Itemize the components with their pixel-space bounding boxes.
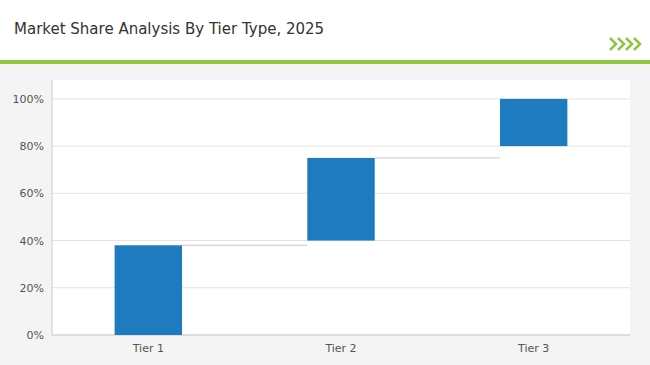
y-tick-label: 20%	[20, 282, 44, 295]
header-background	[0, 0, 650, 60]
x-tick-label: Tier 3	[517, 342, 549, 355]
connector	[375, 157, 500, 158]
chart-svg: Market Share Analysis By Tier Type, 2025…	[0, 0, 650, 365]
y-tick-label: 40%	[20, 235, 44, 248]
y-axis-line	[52, 80, 53, 335]
chevron	[610, 38, 616, 50]
grid	[52, 99, 630, 335]
chevron	[618, 38, 624, 50]
y-tick-label: 100%	[13, 93, 44, 106]
bar	[307, 158, 374, 241]
title: Market Share Analysis By Tier Type, 2025	[14, 20, 324, 38]
y-axis: 0% 20% 40% 60% 80% 100%	[13, 93, 44, 342]
x-axis: Tier 1 Tier 2 Tier 3	[132, 342, 550, 355]
header-chevrons	[610, 38, 640, 50]
chart-container: Market Share Analysis By Tier Type, 2025…	[0, 0, 650, 365]
y-tick-label: 80%	[20, 140, 44, 153]
y-tick-label: 0%	[27, 329, 44, 342]
bar	[500, 99, 567, 146]
plot-background	[52, 80, 630, 335]
chevron	[634, 38, 640, 50]
x-tick-label: Tier 2	[324, 342, 356, 355]
y-tick-label: 60%	[20, 187, 44, 200]
bar	[115, 245, 182, 335]
chevron	[626, 38, 632, 50]
marks	[115, 99, 568, 335]
accent-line	[0, 60, 650, 64]
connector	[182, 245, 307, 246]
x-tick-label: Tier 1	[132, 342, 164, 355]
